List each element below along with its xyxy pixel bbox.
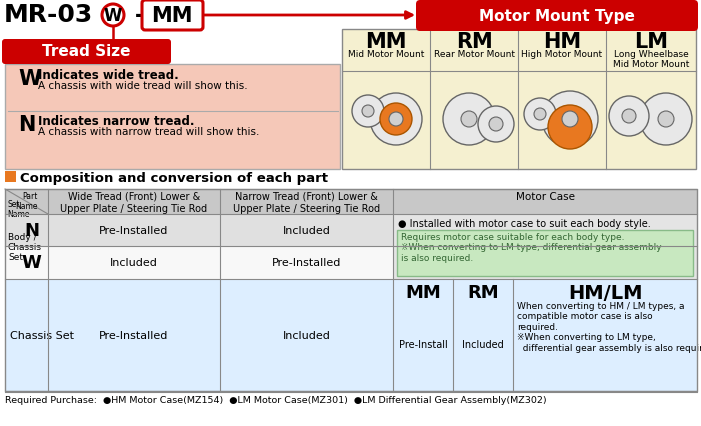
Text: MM: MM	[405, 283, 441, 301]
FancyBboxPatch shape	[142, 1, 203, 31]
Text: Included: Included	[283, 225, 330, 236]
Text: HM/LM: HM/LM	[568, 283, 642, 302]
Text: Indicates wide tread.: Indicates wide tread.	[38, 69, 179, 82]
Circle shape	[548, 106, 592, 150]
Circle shape	[658, 112, 674, 128]
Text: MM: MM	[151, 6, 193, 26]
Circle shape	[534, 109, 546, 121]
Text: Chassis Set: Chassis Set	[10, 330, 74, 340]
Text: RM: RM	[467, 283, 499, 301]
Circle shape	[609, 97, 649, 137]
Circle shape	[478, 107, 514, 143]
Bar	[5, 190, 697, 215]
Bar	[393, 215, 697, 279]
Bar	[5, 279, 697, 391]
Circle shape	[370, 94, 422, 146]
Text: High Motor Mount: High Motor Mount	[522, 50, 603, 59]
Text: W: W	[22, 254, 41, 272]
Text: N: N	[24, 222, 39, 239]
Text: -: -	[126, 3, 154, 27]
Circle shape	[524, 99, 556, 131]
Text: Included: Included	[283, 330, 330, 340]
Text: Mid Motor Mount: Mid Motor Mount	[348, 50, 424, 59]
Bar	[397, 230, 693, 276]
Text: Narrow Tread (Front) Lower &
Upper Plate / Steering Tie Rod: Narrow Tread (Front) Lower & Upper Plate…	[233, 192, 380, 213]
Circle shape	[362, 106, 374, 118]
Circle shape	[352, 96, 384, 128]
FancyBboxPatch shape	[2, 40, 171, 65]
Circle shape	[562, 112, 578, 128]
Text: W: W	[104, 7, 122, 25]
Text: HM: HM	[543, 32, 581, 52]
Bar	[5, 246, 393, 279]
Circle shape	[622, 110, 636, 124]
Text: Pre-Installed: Pre-Installed	[100, 330, 169, 340]
Text: MR-03: MR-03	[4, 3, 93, 27]
Text: Included: Included	[110, 258, 158, 268]
Text: N: N	[18, 115, 35, 135]
Text: Required Purchase:  ●HM Motor Case(MZ154)  ●LM Motor Case(MZ301)  ●LM Differenti: Required Purchase: ●HM Motor Case(MZ154)…	[5, 395, 547, 404]
Text: Rear Motor Mount: Rear Motor Mount	[433, 50, 515, 59]
Text: A chassis with narrow tread will show this.: A chassis with narrow tread will show th…	[38, 127, 259, 137]
Text: Tread Size: Tread Size	[42, 44, 130, 59]
Text: Included: Included	[462, 339, 504, 349]
Text: Part
Name: Part Name	[15, 192, 38, 211]
Text: Motor Case: Motor Case	[515, 192, 575, 201]
Circle shape	[461, 112, 477, 128]
Text: Pre-Install: Pre-Install	[399, 339, 447, 349]
Circle shape	[443, 94, 495, 146]
Text: Composition and conversion of each part: Composition and conversion of each part	[20, 172, 328, 184]
Text: Set
Name: Set Name	[7, 199, 29, 219]
Text: Motor Mount Type: Motor Mount Type	[479, 9, 635, 23]
FancyBboxPatch shape	[416, 1, 698, 32]
Text: Long Wheelbase
Mid Motor Mount: Long Wheelbase Mid Motor Mount	[613, 50, 689, 69]
Bar	[342, 30, 696, 170]
Text: Indicates narrow tread.: Indicates narrow tread.	[38, 115, 194, 128]
Text: Requires motor case suitable for each body type.
※When converting to LM type, di: Requires motor case suitable for each bo…	[401, 233, 662, 262]
Text: MM: MM	[365, 32, 407, 52]
Circle shape	[389, 113, 403, 127]
Text: RM: RM	[456, 32, 492, 52]
Bar	[5, 65, 340, 170]
Bar	[5, 172, 16, 183]
Circle shape	[640, 94, 692, 146]
Text: Pre-Installed: Pre-Installed	[272, 258, 341, 268]
Circle shape	[380, 104, 412, 136]
Text: Body /
Chassis
Set: Body / Chassis Set	[8, 232, 42, 262]
Text: ● Installed with motor case to suit each body style.: ● Installed with motor case to suit each…	[398, 219, 651, 228]
Text: Pre-Installed: Pre-Installed	[100, 225, 169, 236]
Text: W: W	[18, 69, 41, 89]
Bar	[5, 190, 697, 391]
Circle shape	[489, 118, 503, 132]
Circle shape	[542, 92, 598, 148]
Text: When converting to HM / LM types, a
compatible motor case is also
required.
※Whe: When converting to HM / LM types, a comp…	[517, 301, 701, 352]
Text: LM: LM	[634, 32, 668, 52]
Text: Wide Tread (Front) Lower &
Upper Plate / Steering Tie Rod: Wide Tread (Front) Lower & Upper Plate /…	[60, 192, 207, 213]
Bar	[5, 215, 393, 246]
Text: A chassis with wide tread will show this.: A chassis with wide tread will show this…	[38, 81, 247, 91]
